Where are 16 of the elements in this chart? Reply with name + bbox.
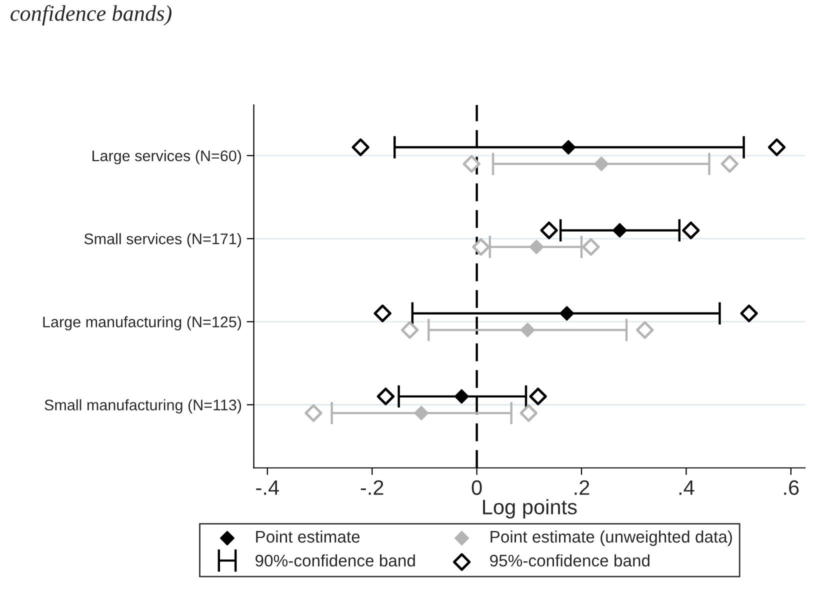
y-tick-label: Small manufacturing (N=113) — [44, 399, 242, 414]
x-tick-label: .4 — [679, 480, 694, 495]
x-tick-label: .2 — [574, 480, 590, 495]
legend-label: Point estimate (unweighted data) — [490, 530, 732, 546]
x-tick-label: 0 — [472, 480, 482, 495]
chart-title: confidence bands) — [10, 5, 172, 26]
y-tick-label: Small services (N=171) — [84, 233, 242, 248]
legend-label: 95%-confidence band — [490, 554, 650, 567]
y-tick-label: Large services (N=60) — [92, 150, 242, 164]
x-tick-label: -.4 — [256, 480, 279, 495]
x-tick-label: .6 — [784, 480, 799, 495]
legend-label: Point estimate — [256, 530, 360, 543]
text: 90%-confidence band — [256, 554, 415, 567]
x-tick-label: -.2 — [360, 480, 384, 495]
y-tick-label: Large manufacturing (N=125) — [43, 316, 242, 330]
x-axis-title: Log points — [483, 499, 577, 519]
